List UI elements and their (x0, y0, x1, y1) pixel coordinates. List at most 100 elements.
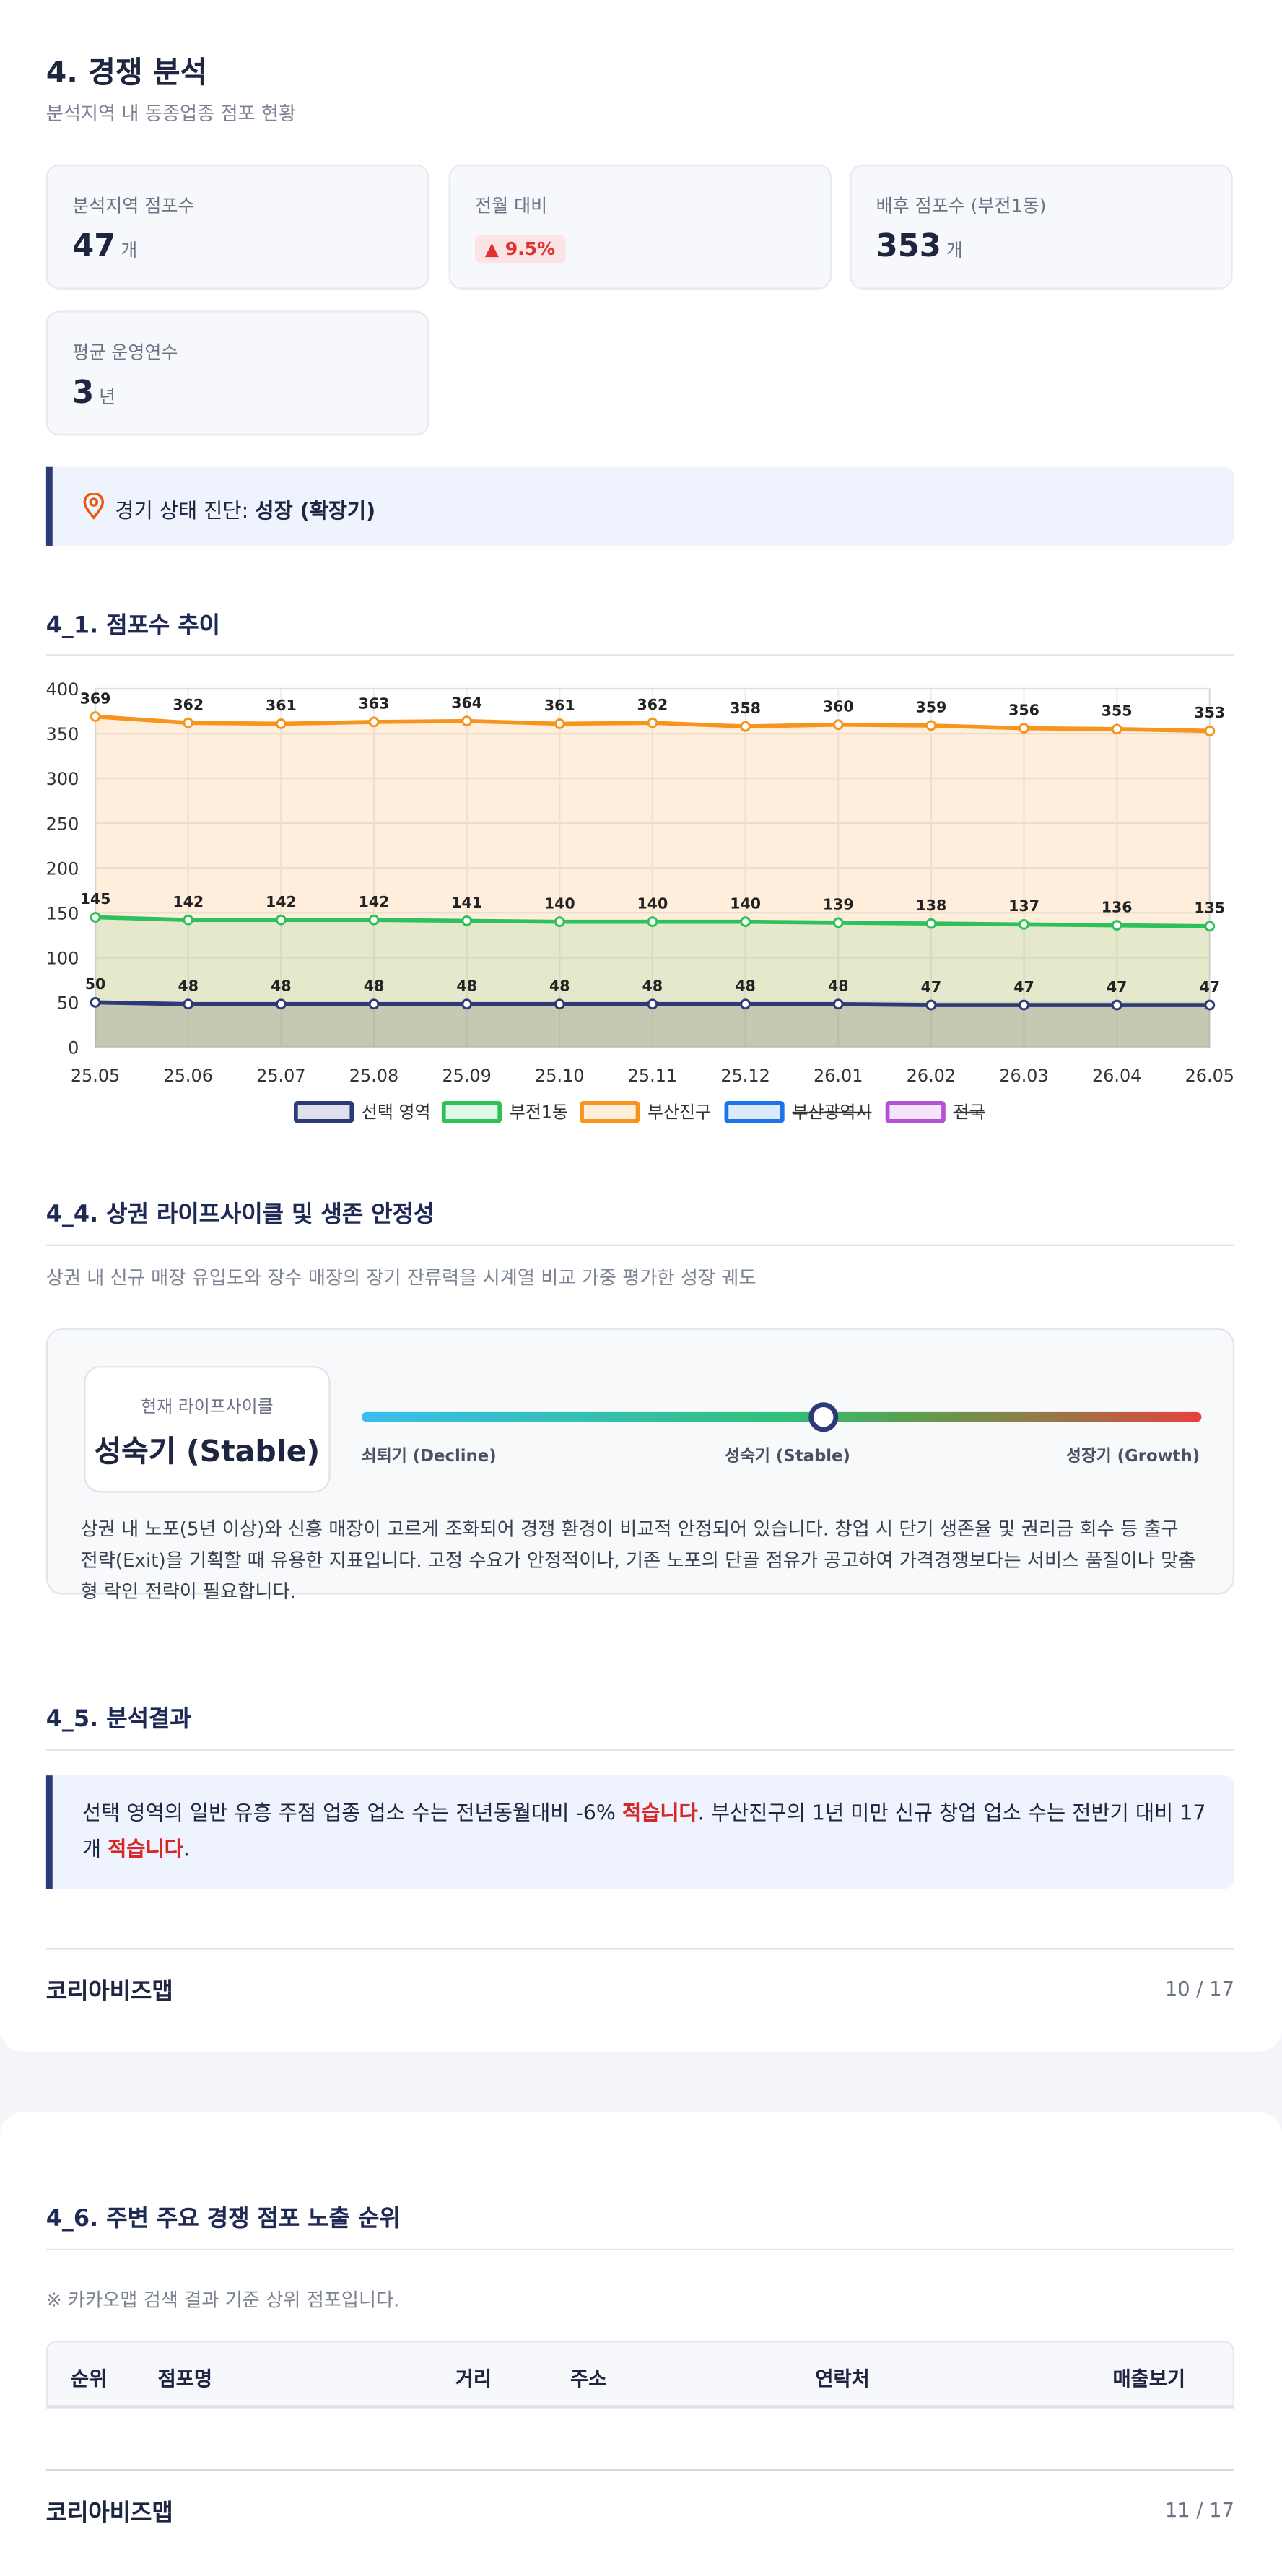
point (1111, 920, 1122, 931)
point (90, 996, 101, 1008)
data-label: 48 (549, 978, 570, 995)
divider (45, 2248, 1234, 2251)
column-header: 거리 (455, 2367, 492, 2390)
data-label: 48 (271, 978, 292, 995)
point (1111, 723, 1122, 735)
x-tick-label: 25.12 (720, 1066, 769, 1086)
legend-label: 부전1동 (510, 1102, 568, 1122)
line-chart: 0 50 100 150 200 250 300 350 400 25.05 25.06 25.07 2… (46, 679, 1234, 1123)
point (1111, 999, 1122, 1011)
data-label: 141 (451, 894, 482, 911)
divider (45, 1244, 1234, 1246)
result-text: 선택 영역의 일반 유흥 주점 업종 업소 수는 전년동월대비 -6% 적습니다… (82, 1795, 1216, 1867)
point (461, 998, 473, 1010)
divider (45, 1749, 1234, 1751)
stage-label: 성숙기 (Stable) (725, 1448, 850, 1467)
pin-icon (83, 493, 105, 520)
x-tick-label: 26.02 (907, 1066, 956, 1086)
point (647, 916, 658, 928)
data-label: 361 (266, 697, 297, 714)
point (647, 717, 658, 728)
stat-unit: 개 (121, 240, 138, 262)
highlight: 적습니다 (622, 1800, 698, 1825)
x-tick-label: 25.05 (71, 1066, 120, 1086)
x-tick-label: 25.11 (628, 1066, 677, 1086)
data-label: 142 (173, 893, 204, 910)
x-tick-label: 26.04 (1092, 1066, 1141, 1086)
point (740, 998, 751, 1010)
stat-card: 배후 점포수 (부전1동) 353 개 (850, 164, 1233, 290)
legend-label: 선택 영역 (362, 1102, 431, 1122)
point (925, 720, 937, 731)
page-number: 11 / 17 (1164, 2498, 1234, 2522)
footer-brand: 코리아비즈맵 (45, 1979, 173, 2006)
data-label: 48 (364, 978, 385, 995)
point (90, 711, 101, 722)
point (275, 914, 287, 926)
data-label: 139 (823, 896, 854, 913)
point (554, 718, 565, 729)
data-label: 142 (266, 893, 297, 910)
page-number: 10 / 17 (1164, 1977, 1234, 2001)
legend-swatch (724, 1100, 785, 1123)
data-label: 362 (173, 696, 204, 713)
point (368, 716, 380, 728)
point (1204, 999, 1216, 1011)
x-tick-label: 25.10 (535, 1066, 584, 1086)
text: . (183, 1836, 190, 1861)
data-label: 140 (544, 895, 575, 912)
point (1019, 999, 1029, 1011)
area (95, 917, 1210, 1048)
point (461, 715, 473, 727)
data-label: 138 (915, 897, 946, 914)
y-tick-label: 100 (46, 948, 79, 968)
legend-label: 전국 (954, 1102, 985, 1122)
point (740, 721, 751, 732)
y-tick-label: 350 (46, 724, 79, 744)
diagnosis-box: 경기 상태 진단: 성장 (확장기) (45, 466, 1234, 546)
point (832, 998, 844, 1010)
section-desc: 상권 내 신규 매장 유입도와 장수 매장의 장기 잔류력을 시계열 비교 가중… (45, 1266, 756, 1289)
title: 4. 경쟁 분석 (45, 56, 208, 91)
y-tick-label: 50 (57, 993, 79, 1013)
stat-label: 배후 점포수 (부전1동) (876, 195, 1047, 217)
data-label: 362 (637, 696, 668, 713)
point (554, 998, 565, 1010)
x-tick-label: 25.06 (164, 1066, 213, 1086)
point (368, 998, 380, 1010)
data-label: 47 (1013, 978, 1034, 996)
x-tick-label: 25.07 (256, 1066, 305, 1086)
data-label: 363 (359, 695, 390, 713)
data-label: 353 (1194, 704, 1225, 721)
result-box: 선택 영역의 일반 유흥 주점 업종 업소 수는 전년동월대비 -6% 적습니다… (45, 1775, 1234, 1889)
data-label: 358 (730, 700, 761, 717)
y-tick-label: 400 (46, 679, 79, 700)
point (925, 999, 937, 1011)
text: . 부산진구의 1년 미만 신규 창업 업소 수는 전반기 대비 17개 (82, 1800, 1206, 1861)
data-label: 140 (730, 895, 761, 912)
y-tick-label: 300 (46, 769, 79, 789)
point (368, 914, 380, 926)
stat-unit: 년 (99, 386, 116, 408)
data-label: 48 (456, 978, 477, 995)
point (275, 998, 287, 1010)
data-label: 137 (1008, 897, 1039, 915)
legend-swatch (580, 1100, 640, 1123)
data-label: 364 (451, 694, 482, 711)
change-badge: ▲ 9.5% (475, 235, 565, 264)
data-label: 47 (921, 978, 942, 996)
data-label: 50 (85, 975, 106, 993)
diagnosis-label: 경기 상태 진단: (115, 497, 249, 523)
page-card: 4_6. 주변 주요 경쟁 점포 노출 순위 ※ 카카오맵 검색 결과 기준 상… (0, 2112, 1282, 2576)
point (183, 998, 194, 1010)
data-label: 140 (637, 895, 668, 912)
data-label: 136 (1102, 898, 1133, 915)
stage-label: 성장기 (Growth) (1065, 1448, 1200, 1467)
y-tick-label: 200 (46, 858, 79, 879)
point (832, 719, 844, 731)
column-header: 주소 (570, 2367, 607, 2390)
section-title: 4_4. 상권 라이프사이클 및 생존 안정성 (45, 1201, 435, 1228)
plot-border (94, 687, 1211, 1048)
